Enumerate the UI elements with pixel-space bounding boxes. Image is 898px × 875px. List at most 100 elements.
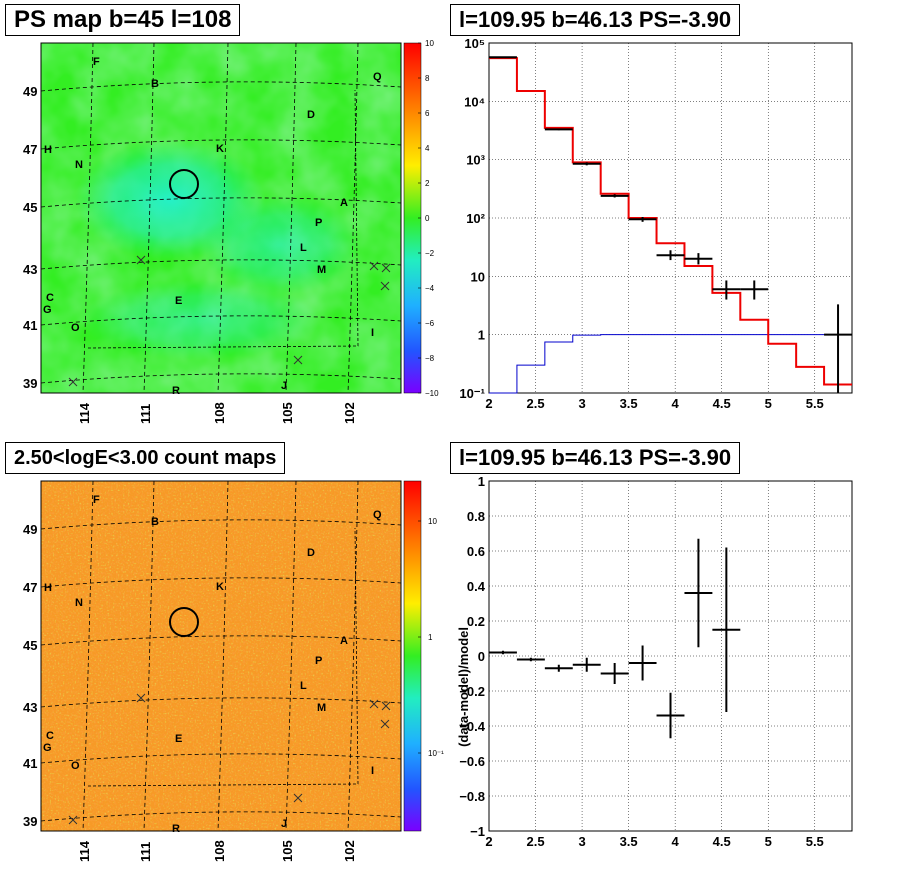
count-colorbar-ticks: 10 1 10⁻¹ — [418, 517, 444, 758]
region-label: Q — [373, 509, 382, 521]
region-label: A — [340, 197, 348, 209]
residual-y-tick-label: 0.6 — [467, 544, 485, 559]
spectrum-y-tick-label: 10³ — [466, 153, 485, 168]
residual-x-tick-label: 4 — [672, 834, 680, 849]
lon-tick-label: 102 — [342, 840, 357, 862]
lon-tick-label: 102 — [342, 402, 357, 424]
ps-colorbar-tick-label: −8 — [425, 354, 435, 363]
count-map: 114 111 108 105 102 49 47 45 43 41 39 F B Q D H N K A P LM CG… — [23, 480, 444, 862]
region-label: J — [281, 380, 287, 392]
residual-y-tick-label: 0 — [478, 649, 485, 664]
lat-tick-label: 45 — [23, 200, 37, 215]
source-marker — [293, 355, 303, 365]
spectrum-x-tick-label: 3 — [578, 396, 585, 411]
spectrum-x-tick-label: 5 — [765, 396, 772, 411]
region-label: Q — [373, 71, 382, 83]
ps-map-cyan-region-3 — [80, 280, 320, 360]
lon-tick-label: 111 — [138, 404, 153, 424]
residual-y-tick-label: −0.4 — [459, 719, 485, 734]
lat-tick-label: 41 — [23, 756, 37, 771]
meridian-line — [82, 42, 94, 394]
source-marker — [136, 255, 146, 265]
lat-tick-label: 49 — [23, 84, 37, 99]
count-colorbar-tick-label: 10 — [428, 517, 437, 526]
region-label: N — [75, 597, 83, 609]
region-label: K — [216, 143, 224, 155]
source-marker — [136, 693, 146, 703]
lat-tick-label: 43 — [23, 262, 37, 277]
region-label: F — [93, 56, 100, 68]
lat-tick-label: 49 — [23, 522, 37, 537]
region-label: D — [307, 109, 315, 121]
spectrum-x-tick-label: 4 — [672, 396, 680, 411]
ps-map-cyan-region-2 — [200, 195, 360, 295]
lat-tick-label: 47 — [23, 580, 37, 595]
region-label: E — [175, 295, 182, 307]
residual-y-axis-label: (data-model)/model — [456, 627, 471, 747]
spectrum-y-tick-label: 10⁴ — [464, 94, 485, 109]
source-marker — [68, 815, 78, 825]
lon-tick-label: 108 — [212, 840, 227, 862]
residual-x-tick-label: 5 — [765, 834, 772, 849]
region-label: I — [371, 765, 374, 777]
ps-colorbar-tick-label: 2 — [425, 179, 430, 188]
region-label: P — [315, 217, 322, 229]
region-label: C — [46, 730, 54, 742]
region-label: I — [371, 327, 374, 339]
lon-tick-label: 111 — [138, 842, 153, 862]
lon-tick-label: 114 — [77, 840, 92, 862]
region-label: E — [175, 733, 182, 745]
ps-colorbar-tick-label: 4 — [425, 144, 430, 153]
ps-colorbar-tick-label: 10 — [425, 39, 434, 48]
residual-y-tick-label: 1 — [478, 474, 485, 489]
region-label: H — [44, 144, 52, 156]
region-label: G — [43, 304, 52, 316]
meridian-line — [143, 480, 155, 832]
region-boundary — [87, 527, 359, 787]
region-label: H — [44, 582, 52, 594]
residual-y-tick-label: 0.8 — [467, 509, 485, 524]
count-map-frame — [40, 480, 402, 832]
count-colorbar — [403, 480, 422, 832]
region-label: M — [317, 264, 326, 276]
residual-y-tick-label: 0.2 — [467, 614, 485, 629]
source-marker — [380, 719, 390, 729]
spectrum-y-tick-label: 10² — [466, 211, 485, 226]
source-marker — [369, 699, 379, 709]
lat-tick-label: 43 — [23, 700, 37, 715]
region-label: B — [151, 78, 159, 90]
source-marker — [369, 261, 379, 271]
residual-y-tick-label: 0.4 — [467, 579, 486, 594]
region-label: R — [172, 823, 180, 835]
residual-x-tick-label: 3.5 — [620, 834, 638, 849]
ps-map: 114 111 108 105 102494745434139FBQDHNKAPLMCG… — [23, 39, 439, 424]
region-label: L — [300, 242, 307, 254]
ps-colorbar-tick-label: 0 — [425, 214, 430, 223]
region-label: F — [93, 494, 100, 506]
region-label: G — [43, 742, 52, 754]
source-marker — [293, 793, 303, 803]
region-label: O — [71, 760, 80, 772]
residual-x-tick-label: 4.5 — [713, 834, 731, 849]
spectrum-x-tick-label: 3.5 — [620, 396, 638, 411]
count-map-title: 2.50<logE<3.00 count maps — [5, 442, 286, 474]
ps-colorbar-tick-label: −6 — [425, 319, 435, 328]
lon-tick-label: 105 — [280, 402, 295, 424]
region-label: R — [172, 385, 180, 397]
source-marker — [380, 281, 390, 291]
meridian-line — [285, 480, 297, 832]
ps-map-source-circle — [169, 169, 199, 199]
ps-colorbar-tick-label: −4 — [425, 284, 435, 293]
lat-tick-label: 47 — [23, 142, 37, 157]
meridian-line — [285, 42, 297, 394]
residual-y-tick-label: −0.8 — [459, 789, 485, 804]
source-marker — [381, 701, 391, 711]
residual-y-tick-label: −0.6 — [459, 754, 485, 769]
spectrum-title: l=109.95 b=46.13 PS=-3.90 — [450, 4, 741, 36]
spectrum-y-tick-label: 1 — [478, 328, 485, 343]
source-marker — [381, 263, 391, 273]
spectrum-y-tick-label: 10⁵ — [464, 36, 485, 51]
residual-y-tick-label: −0.2 — [459, 684, 485, 699]
residual-plot: 2 2.5 3 3.5 4 4.5 5 5.5 1 0.8 0.6 0.4 0.2 0 −0.2 −0.4 −0… — [456, 474, 853, 849]
